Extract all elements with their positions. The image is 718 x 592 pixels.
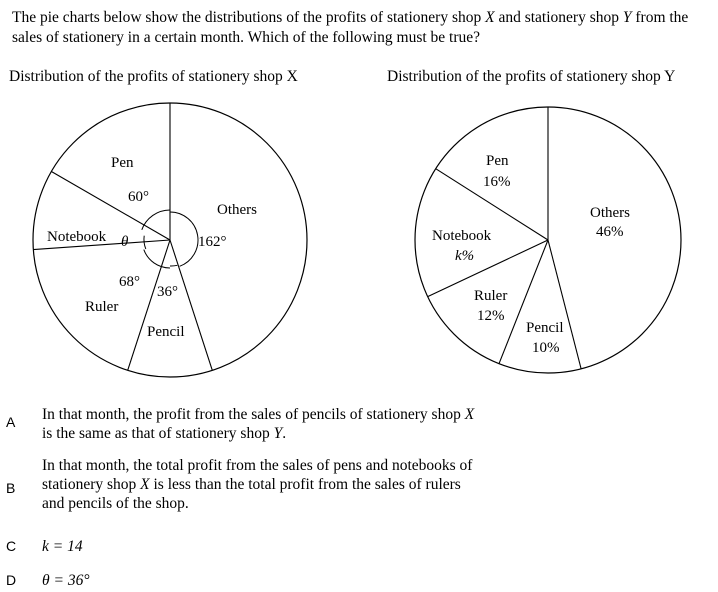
pie-x-label-ruler: Ruler [85, 299, 118, 315]
pie-y-label-pen: Pen [486, 153, 509, 169]
pie-y-value-others: 46% [596, 224, 624, 240]
chart-title-shop-y: Distribution of the profits of stationer… [387, 68, 676, 85]
pie-y-spoke-4 [435, 168, 549, 241]
option-c-text[interactable]: k = 14 [42, 538, 83, 555]
pie-x-angle-arc-notebook [143, 235, 147, 250]
pie-y-value-pen: 16% [483, 174, 511, 190]
pie-x-spoke-4 [51, 171, 171, 241]
option-a-text[interactable]: In that month, the profit from the sales… [42, 406, 475, 442]
pie-x-angle-arc-pencil [169, 264, 178, 267]
pie-x-label-pen: Pen [111, 155, 134, 171]
pie-y-value-ruler: 12% [477, 308, 505, 324]
option-c-letter[interactable]: C [6, 538, 17, 554]
pie-y-value-notebook: k% [455, 248, 474, 264]
option-b-text[interactable]: In that month, the total profit from the… [42, 457, 473, 512]
pie-x-label-notebook: Notebook [47, 229, 107, 245]
pie-y-label-pencil: Pencil [526, 320, 564, 336]
question-text: The pie charts below show the distributi… [12, 9, 689, 46]
pie-x-spoke-3 [33, 239, 171, 251]
pie-x-angle-pencil: 36° [157, 284, 178, 300]
pie-x-angle-arc-ruler [143, 249, 171, 269]
pie-y-value-pencil: 10% [532, 340, 560, 356]
pie-x-angle-others: 162° [198, 234, 227, 250]
pie-y-spoke-1 [547, 239, 582, 369]
pie-x-spoke-1 [169, 239, 213, 371]
pie-x-label-pencil: Pencil [147, 324, 185, 340]
pie-x-angle-arc-pen [141, 209, 171, 230]
pie-y-spoke-3 [427, 239, 549, 298]
option-b-letter[interactable]: B [6, 480, 16, 496]
option-d-letter[interactable]: D [6, 572, 17, 588]
pie-x-label-others: Others [217, 202, 257, 218]
pie-y-label-notebook: Notebook [432, 228, 492, 244]
option-d-text[interactable]: θ = 36° [42, 572, 90, 589]
pie-x-spoke-2 [127, 239, 171, 371]
pie-y-label-ruler: Ruler [474, 288, 507, 304]
option-a-letter[interactable]: A [6, 414, 16, 430]
pie-y-label-others: Others [590, 205, 630, 221]
pie-x-angle-notebook: θ [121, 234, 129, 250]
pie-y-spoke-2 [498, 239, 549, 364]
pie-x-angle-ruler: 68° [119, 274, 140, 290]
chart-title-shop-x: Distribution of the profits of stationer… [9, 68, 298, 85]
pie-x-angle-pen: 60° [128, 189, 149, 205]
pie-x-angle-arc-others [169, 211, 199, 267]
